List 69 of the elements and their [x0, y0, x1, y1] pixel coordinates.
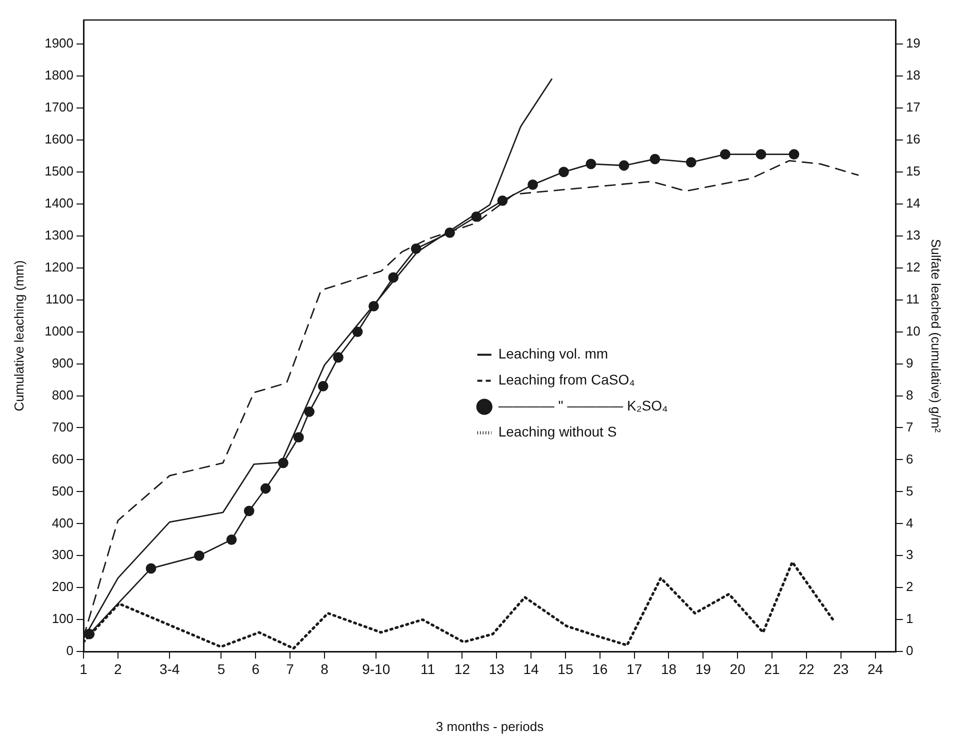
y2-tick-label: 0 — [906, 643, 914, 658]
x-tick-label: 17 — [626, 660, 642, 677]
y-tick-label: 1700 — [44, 100, 74, 115]
x-tick-label: 6 — [252, 660, 260, 677]
y-tick-label: 1600 — [44, 132, 74, 146]
legend-label: Leaching without S — [498, 424, 617, 440]
x-tick-label: 23 — [833, 660, 849, 677]
y2-tick-label: 9 — [906, 355, 914, 370]
x-tick-label: 24 — [867, 660, 884, 677]
y-tick-label: 1800 — [44, 68, 74, 83]
x-tick-label: 13 — [488, 660, 505, 677]
legend-label: Leaching vol. mm — [498, 346, 608, 362]
x-axis-title: 3 months - periods — [436, 718, 544, 734]
y-tick-label: 700 — [52, 419, 74, 434]
y-tick-label: 300 — [52, 547, 74, 562]
y-tick-label: 900 — [52, 355, 74, 370]
legend-label: Leaching from CaSO₄ — [498, 372, 636, 388]
x-tick-label: 12 — [454, 660, 470, 677]
y-tick-label: 600 — [52, 451, 74, 466]
y2-tick-label: 13 — [906, 227, 920, 242]
x-tick-label: 19 — [695, 660, 712, 677]
x-tick-label: 18 — [660, 660, 677, 677]
x-tick-label: 3-4 — [159, 660, 180, 677]
x-tick-label: 20 — [730, 660, 746, 677]
y2-tick-label: 8 — [906, 387, 914, 402]
y-tick-label: 1000 — [44, 323, 74, 338]
y-tick-label: 200 — [52, 579, 74, 594]
legend-label: ———— " ———— K₂SO₄ — [498, 398, 668, 414]
y2-tick-label: 11 — [906, 291, 920, 306]
y2-tick-label: 14 — [906, 195, 920, 210]
y2-tick-label: 18 — [906, 68, 920, 83]
y-tick-label: 800 — [52, 387, 74, 402]
y2-tick-label: 16 — [906, 132, 920, 146]
x-tick-label: 16 — [592, 660, 608, 677]
x-tick-label: 2 — [114, 660, 122, 677]
x-tick-label: 11 — [420, 660, 436, 677]
y-tick-label: 1100 — [46, 291, 74, 306]
y2-tick-label: 3 — [906, 547, 914, 562]
x-tick-label: 14 — [523, 660, 540, 677]
y-tick-label: 1300 — [44, 227, 74, 242]
x-tick-label: 21 — [764, 660, 780, 677]
y-tick-label: 100 — [52, 611, 74, 626]
x-tick-label: 15 — [558, 660, 574, 677]
y-tick-label: 0 — [66, 643, 74, 658]
y2-tick-label: 5 — [906, 483, 914, 498]
y2-tick-label: 7 — [906, 419, 914, 434]
y2-tick-label: 12 — [906, 259, 920, 274]
y-tick-label: 1200 — [44, 259, 74, 274]
y-tick-label: 500 — [52, 483, 74, 498]
x-tick-label: 22 — [798, 660, 814, 677]
y-tick-label: 400 — [52, 515, 74, 530]
x-tick-label: 1 — [80, 660, 88, 677]
x-tick-label: 9-10 — [362, 660, 390, 677]
y-tick-label: 1500 — [44, 163, 74, 178]
x-tick-label: 7 — [286, 660, 294, 677]
y2-tick-label: 6 — [906, 451, 914, 466]
y2-tick-label: 2 — [906, 579, 914, 594]
y2-tick-label: 17 — [906, 100, 920, 115]
y2-tick-label: 15 — [906, 163, 920, 178]
y-tick-label: 1400 — [44, 195, 74, 210]
y2-tick-label: 19 — [906, 36, 920, 51]
x-tick-label: 5 — [217, 660, 226, 677]
y2-tick-label: 4 — [906, 515, 914, 530]
y2-tick-label: 1 — [906, 611, 914, 626]
y-tick-label: 1900 — [44, 36, 74, 51]
y2-axis-title: Sulfate leached (cumulative) g/m² — [928, 238, 944, 434]
y-axis-title: Cumulative leaching (mm) — [11, 260, 26, 412]
x-tick-label: 8 — [320, 660, 329, 677]
y2-tick-label: 10 — [906, 323, 920, 338]
